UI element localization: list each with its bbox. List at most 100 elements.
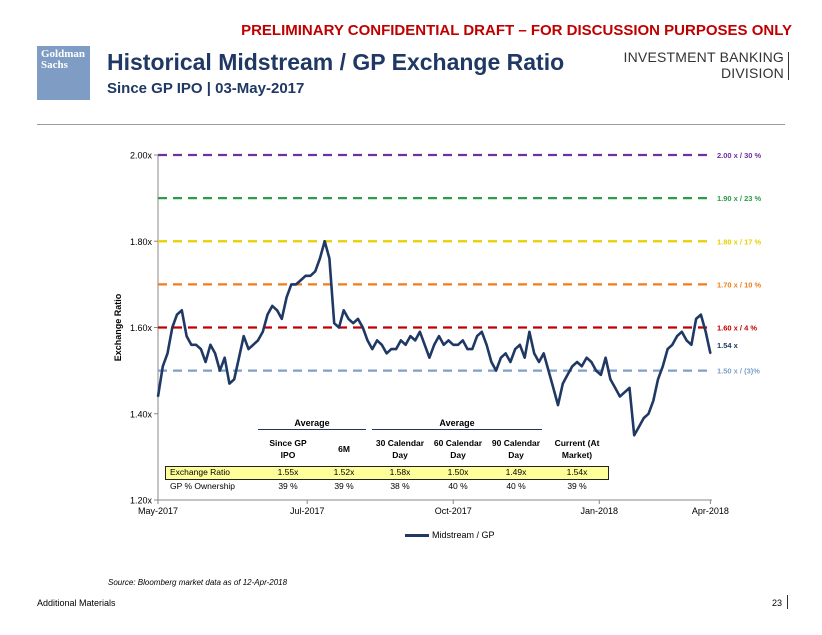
data-point (700, 313, 702, 316)
data-point (319, 257, 321, 260)
y-tick-label: 1.20x (130, 496, 153, 506)
data-point (328, 257, 331, 260)
data-point (304, 275, 307, 277)
exchange-ratio-row (165, 466, 609, 480)
data-point (295, 283, 297, 286)
data-point (366, 339, 369, 342)
data-point (223, 356, 226, 359)
data-point (452, 344, 455, 346)
legend-swatch (405, 533, 429, 537)
data-point (381, 344, 383, 346)
data-point (362, 326, 364, 329)
x-tick-label: Jul-2017 (290, 506, 325, 516)
data-point (676, 335, 678, 337)
data-point (466, 348, 469, 350)
header-line: Day (392, 450, 408, 460)
exchange-ratio-value: 1.54x (566, 467, 588, 477)
data-point (371, 348, 374, 350)
gp-ownership-value: 40 % (448, 481, 468, 491)
header-line: Market) (561, 450, 593, 460)
draft-notice: PRELIMINARY CONFIDENTIAL DRAFT – FOR DIS… (241, 22, 792, 39)
reference-line-label: 1.90 x / 23 % (717, 194, 762, 203)
data-point (657, 378, 659, 381)
x-tick-label: Oct-2017 (435, 506, 472, 516)
data-point (390, 348, 393, 350)
reference-line-label: 1.50 x / (3)% (717, 367, 760, 376)
data-point (495, 369, 497, 372)
header-line: 6M (338, 444, 350, 454)
data-point (542, 352, 545, 355)
data-point (609, 378, 612, 381)
legend-label: Midstream / GP (432, 530, 495, 540)
data-point (428, 356, 431, 359)
data-point (276, 309, 278, 312)
data-point (652, 400, 655, 402)
data-point (347, 318, 350, 320)
gp-ownership-value: 40 % (506, 481, 526, 491)
data-point (628, 387, 631, 389)
data-point (633, 434, 635, 437)
data-point (600, 374, 602, 376)
data-point (481, 331, 483, 333)
data-point (419, 331, 421, 333)
goldman-sachs-logo: Goldman Sachs (37, 46, 90, 100)
gp-ownership-value: 39 % (278, 481, 298, 491)
gp-ownership-value: 38 % (390, 481, 410, 491)
gp-ownership-label: GP % Ownership (170, 481, 236, 491)
data-point (523, 356, 526, 359)
data-point (214, 352, 216, 355)
data-point (485, 344, 488, 346)
y-tick-label: 1.80x (130, 237, 153, 247)
data-point (271, 305, 274, 307)
data-point (204, 361, 207, 363)
data-point (557, 404, 559, 406)
gp-ownership-value: 39 % (334, 481, 354, 491)
data-point (590, 361, 593, 363)
y-axis-title: Exchange Ratio (113, 293, 123, 361)
data-point (614, 387, 616, 389)
data-point (685, 339, 688, 342)
data-point (166, 352, 169, 355)
data-point (409, 335, 412, 337)
data-point (433, 344, 436, 346)
data-point (252, 344, 254, 346)
y-tick-label: 1.40x (130, 409, 153, 419)
data-point (323, 240, 326, 242)
data-point (357, 318, 359, 320)
data-point (547, 369, 550, 372)
data-point (195, 344, 197, 346)
division-divider (788, 52, 789, 80)
data-point (185, 335, 188, 337)
data-point (290, 283, 293, 286)
footer-divider (787, 595, 788, 609)
x-tick-label: Apr-2018 (692, 506, 729, 516)
data-point (471, 348, 474, 350)
table-col-header: Current (At Market) (546, 437, 608, 461)
data-point (519, 344, 521, 346)
data-point (171, 326, 174, 329)
data-point (200, 348, 202, 350)
data-point (190, 344, 193, 346)
table-col-header: 90 Calendar Day (488, 437, 544, 461)
division-line-1: INVESTMENT BANKING (623, 49, 784, 65)
exchange-ratio-value: 1.55x (277, 467, 299, 477)
data-point (662, 365, 664, 368)
data-point (209, 344, 212, 346)
header-line: Day (450, 450, 466, 460)
division-line-2: DIVISION (720, 65, 784, 81)
data-point (242, 335, 245, 337)
data-point (619, 395, 621, 398)
data-point (376, 339, 378, 342)
reference-line-label: 1.60 x / 4 % (717, 324, 757, 333)
data-point (528, 331, 531, 333)
data-point (695, 318, 697, 320)
data-point (671, 344, 674, 346)
y-tick-label: 1.60x (130, 323, 153, 333)
page-subtitle: Since GP IPO | 03-May-2017 (107, 80, 305, 97)
exchange-ratio-value: 1.49x (505, 467, 527, 477)
data-point (647, 413, 650, 415)
data-point (595, 369, 597, 372)
reference-line-label: 2.00 x / 30 % (717, 151, 762, 160)
exchange-ratio-value: 1.50x (447, 467, 469, 477)
data-point (400, 339, 402, 342)
